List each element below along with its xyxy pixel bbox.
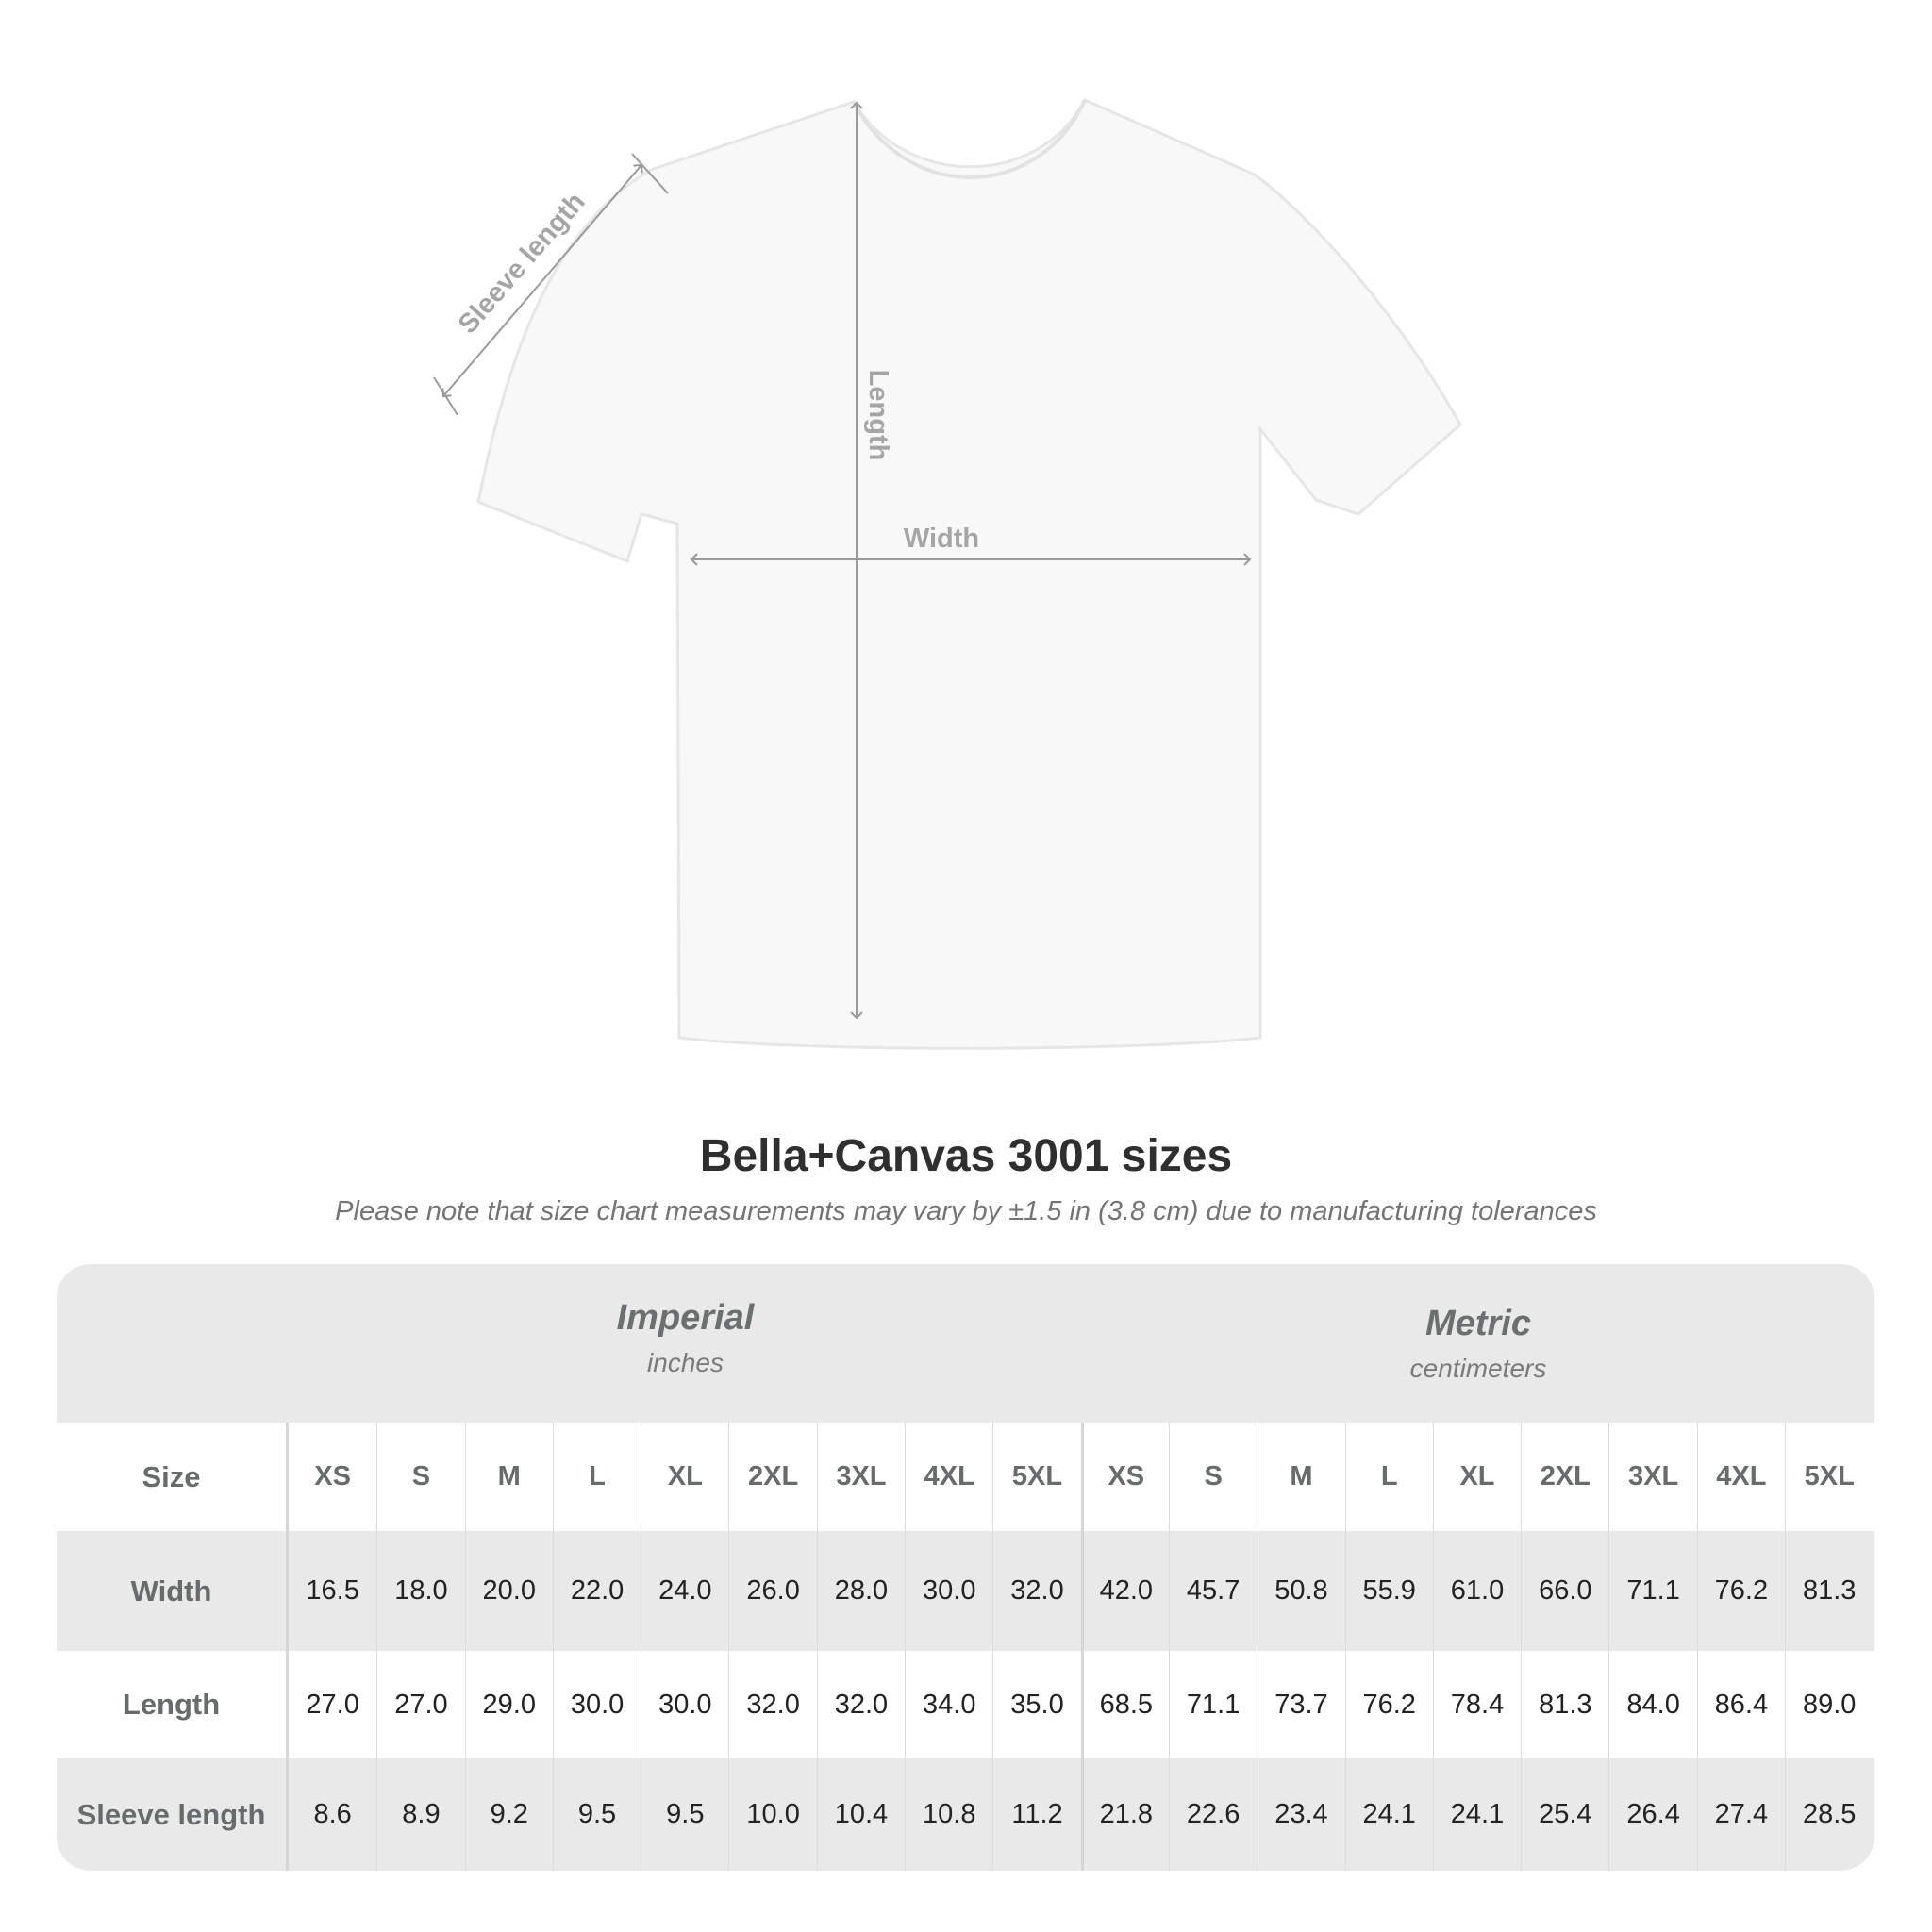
size-header-cell: 5XL (992, 1423, 1080, 1531)
table-row: Length 27.0 27.0 29.0 30.0 30.0 32.0 32.0 34.0 35… (57, 1651, 1874, 1758)
page-title: Bella+Canvas 3001 sizes (699, 1131, 1233, 1181)
tshirt-diagram: Width Length Sleeve length (433, 98, 1462, 1050)
size-header-cell: 4XL (905, 1423, 992, 1531)
metric-value-cell: 66.0 (1521, 1531, 1608, 1651)
imperial-title: Imperial (616, 1298, 755, 1338)
size-header-cell: M (1257, 1423, 1344, 1531)
metric-value-cell: 76.2 (1696, 1531, 1785, 1651)
metric-value-cell: 22.6 (1168, 1758, 1257, 1871)
metric-value-cell: 27.4 (1696, 1758, 1785, 1871)
width-label: Width (904, 524, 979, 554)
imperial-value-cell: 18.0 (376, 1531, 464, 1651)
row-label: Sleeve length (57, 1758, 289, 1871)
row-label: Length (57, 1651, 289, 1758)
size-header-cell: XL (641, 1423, 728, 1531)
imperial-value-cell: 8.6 (313, 1799, 352, 1829)
imperial-value-cell: 32.0 (816, 1651, 905, 1758)
metric-value-cell: 73.7 (1257, 1651, 1344, 1758)
size-header-cell: 3XL (1608, 1423, 1696, 1531)
table-row: Width 16.5 18.0 20.0 22.0 24.0 26.0 28.0 30.0 32.… (57, 1531, 1874, 1651)
metric-value-cell: 61.0 (1432, 1531, 1521, 1651)
size-header-cell: XL (1432, 1423, 1521, 1531)
collar (852, 99, 1087, 179)
imperial-value-cell: 22.0 (552, 1531, 641, 1651)
imperial-value-cell: 34.0 (905, 1651, 992, 1758)
metric-value-cell: 86.4 (1696, 1651, 1785, 1758)
imperial-value-cell: 20.0 (464, 1531, 553, 1651)
imperial-value-cell: 29.0 (464, 1651, 553, 1758)
metric-value-cell: 42.0 (1080, 1531, 1169, 1651)
imperial-value-cell: 11.2 (992, 1758, 1080, 1871)
size-table: Imperial inches Metric centimeters Size X… (57, 1264, 1874, 1871)
imperial-value-cell: 30.0 (552, 1651, 641, 1758)
imperial-value-cell: 9.5 (552, 1758, 641, 1871)
tshirt-shape (476, 98, 1462, 1050)
size-header-cell: 2XL (728, 1423, 816, 1531)
imperial-value-cell: 28.0 (816, 1531, 905, 1651)
size-header-cell: S (1168, 1423, 1257, 1531)
size-header-row: Size XS S M L XL 2XL 3XL 4XL 5XL XS S M L XL 2XL 3XL 4XL 5… (57, 1423, 1874, 1531)
metric-title: Metric (1425, 1304, 1531, 1343)
imperial-value-cell: 30.0 (905, 1531, 992, 1651)
size-header-cell: S (376, 1423, 464, 1531)
imperial-value-cell: 10.4 (816, 1758, 905, 1871)
size-header-cell: L (552, 1423, 641, 1531)
table-row: Sleeve length 8.6 8.9 9.2 9.5 9.5 10.0 10.4 10.8… (57, 1758, 1874, 1871)
imperial-value-cell: 32.0 (728, 1651, 816, 1758)
imperial-value-cell: 10.8 (905, 1758, 992, 1871)
metric-group: Metric centimeters (1082, 1304, 1874, 1384)
row-label: Size (57, 1423, 289, 1531)
imperial-value-cell: 9.2 (464, 1758, 553, 1871)
metric-value-cell: 89.0 (1785, 1651, 1873, 1758)
metric-value-cell: 71.1 (1168, 1651, 1257, 1758)
metric-value-cell: 71.1 (1608, 1531, 1696, 1651)
size-header-cell: 3XL (816, 1423, 905, 1531)
imperial-value-cell: 27.0 (306, 1689, 359, 1720)
imperial-value-cell: 35.0 (992, 1651, 1080, 1758)
imperial-value-cell: 30.0 (641, 1651, 728, 1758)
metric-value-cell: 21.8 (1080, 1758, 1169, 1871)
imperial-group: Imperial inches (289, 1298, 1082, 1378)
metric-value-cell: 23.4 (1257, 1758, 1344, 1871)
row-label: Width (57, 1531, 289, 1651)
metric-unit: centimeters (1409, 1354, 1547, 1383)
imperial-value-cell: 16.5 (306, 1575, 359, 1606)
metric-value-cell: 76.2 (1344, 1651, 1433, 1758)
imperial-value-cell: 10.0 (728, 1758, 816, 1871)
metric-value-cell: 28.5 (1785, 1758, 1873, 1871)
size-header-cell: 4XL (1696, 1423, 1785, 1531)
length-label: Length (863, 370, 893, 461)
imperial-value-cell: 26.0 (728, 1531, 816, 1651)
size-header-cell: XS (1080, 1423, 1169, 1531)
imperial-value-cell: 27.0 (376, 1651, 464, 1758)
metric-value-cell: 24.1 (1432, 1758, 1521, 1871)
imperial-unit: inches (647, 1348, 724, 1377)
metric-value-cell: 26.4 (1608, 1758, 1696, 1871)
size-header-cell: M (464, 1423, 553, 1531)
sleeve-arrow (441, 163, 643, 398)
metric-value-cell: 25.4 (1521, 1758, 1608, 1871)
size-header-cell: L (1344, 1423, 1433, 1531)
imperial-value-cell: 9.5 (641, 1758, 728, 1871)
imperial-value-cell: 32.0 (992, 1531, 1080, 1651)
metric-value-cell: 78.4 (1432, 1651, 1521, 1758)
metric-value-cell: 24.1 (1344, 1758, 1433, 1871)
metric-value-cell: 84.0 (1608, 1651, 1696, 1758)
size-header-cell: 2XL (1521, 1423, 1608, 1531)
metric-value-cell: 81.3 (1521, 1651, 1608, 1758)
metric-value-cell: 68.5 (1080, 1651, 1169, 1758)
imperial-value-cell: 8.9 (376, 1758, 464, 1871)
metric-value-cell: 45.7 (1168, 1531, 1257, 1651)
metric-value-cell: 55.9 (1344, 1531, 1433, 1651)
metric-value-cell: 50.8 (1257, 1531, 1344, 1651)
imperial-value-cell: 24.0 (641, 1531, 728, 1651)
metric-value-cell: 81.3 (1785, 1531, 1873, 1651)
size-header-cell: 5XL (1785, 1423, 1873, 1531)
size-header-cell: XS (314, 1461, 351, 1491)
tolerance-note: Please note that size chart measurements… (335, 1196, 1597, 1226)
